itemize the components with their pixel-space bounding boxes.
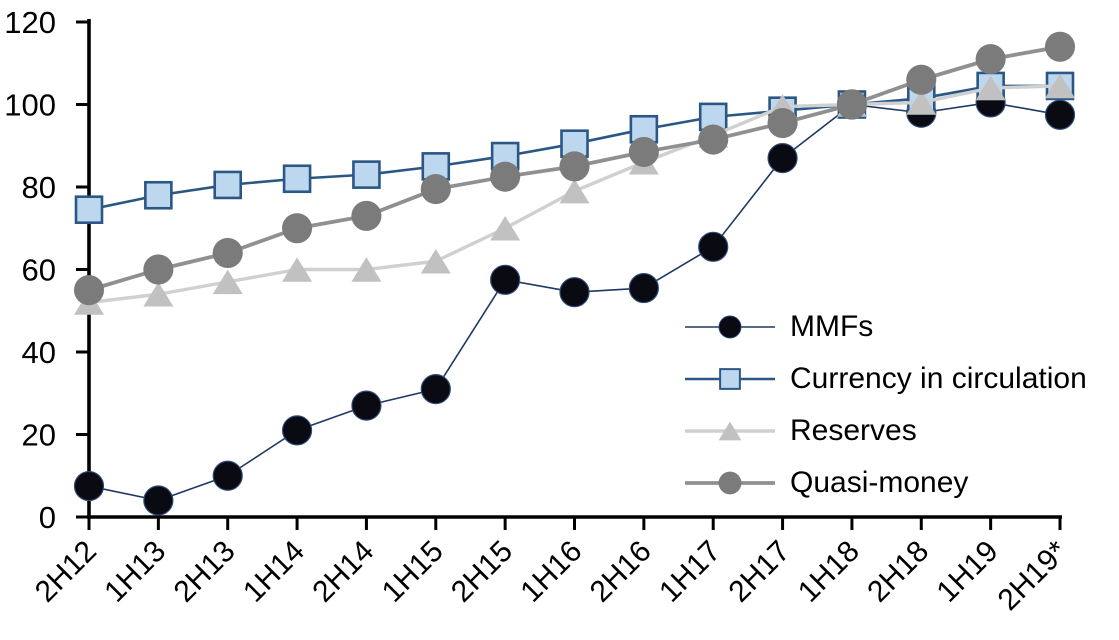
legend-item-reserves: Reserves <box>683 405 1087 457</box>
quasi-money-marker <box>559 151 590 182</box>
mmfs-marker <box>559 277 590 308</box>
reserves-marker <box>718 421 742 441</box>
mmfs-marker <box>281 415 313 446</box>
y-axis-tick-label: 80 <box>22 170 56 205</box>
currency-series-marker-icon <box>685 368 775 390</box>
x-axis-tick-label: 2H17 <box>722 535 796 609</box>
y-axis-tick-label: 20 <box>22 418 56 453</box>
series-quasi-money <box>73 31 1076 306</box>
x-axis-tick-label: 1H19 <box>931 535 1005 609</box>
currency-in-circulation-marker <box>282 164 312 194</box>
reserves-marker <box>212 269 243 295</box>
legend-label-mmfs: MMFs <box>790 310 874 343</box>
chart-legend: MMFs Currency in circulation Reserves Qu… <box>683 301 1087 509</box>
reserves-marker <box>906 90 937 115</box>
currency-in-circulation-marker <box>719 368 741 390</box>
x-axis-tick-label: 2H18 <box>861 535 935 609</box>
mmfs-marker <box>212 460 243 491</box>
legend-item-currency-in-circulation: Currency in circulation <box>683 353 1087 405</box>
x-axis-tick-label: 2H19* <box>992 534 1075 617</box>
currency-in-circulation-marker <box>352 160 381 189</box>
quasi-money-marker <box>143 254 174 285</box>
legend-label-currency-in-circulation: Currency in circulation <box>790 362 1087 395</box>
x-axis-tick-label: 2H13 <box>168 535 242 609</box>
quasi-money-marker <box>351 200 382 231</box>
reserves-marker <box>143 281 174 307</box>
reserves-marker <box>490 215 521 241</box>
legend-label-reserves: Reserves <box>790 414 917 447</box>
quasi-money-marker <box>767 108 798 139</box>
quasi-money-marker <box>906 64 937 95</box>
mmfs-marker <box>420 374 451 405</box>
legend-item-quasi-money: Quasi-money <box>683 457 1087 509</box>
x-axis-tick-label: 2H14 <box>306 535 380 609</box>
quasi-money-marker <box>975 44 1006 75</box>
quasi-money-series-marker-icon <box>685 471 775 495</box>
mmfs-marker <box>718 315 742 339</box>
reserves-marker <box>420 248 451 274</box>
reserves-series-marker-icon <box>685 421 775 441</box>
y-axis-tick-label: 100 <box>4 88 56 123</box>
currency-in-circulation-marker <box>144 180 173 210</box>
mmfs-marker <box>628 272 659 304</box>
legend-label-quasi-money: Quasi-money <box>790 466 969 499</box>
y-axis-tick-label: 0 <box>39 500 56 535</box>
y-axis-tick-label: 40 <box>22 335 56 370</box>
x-axis-tick-label: 1H16 <box>514 535 588 609</box>
x-axis-tick-label: 1H15 <box>376 535 450 609</box>
mmfs-marker <box>1044 99 1076 130</box>
quasi-money-marker <box>698 124 729 155</box>
x-axis-tick-label: 2H15 <box>445 535 519 609</box>
quasi-money-marker <box>836 89 867 120</box>
mmfs-marker <box>490 264 521 295</box>
x-axis-tick-label: 2H12 <box>29 535 103 609</box>
quasi-money-marker <box>73 275 105 306</box>
x-axis-tick-label: 1H17 <box>653 535 727 609</box>
reserves-marker <box>1045 73 1075 99</box>
quasi-money-marker <box>282 213 313 244</box>
legend-item-mmfs: MMFs <box>683 301 1087 353</box>
quasi-money-marker <box>628 136 659 167</box>
currency-in-circulation-marker <box>213 170 243 200</box>
reserves-marker <box>351 257 382 282</box>
x-axis-tick-label: 1H18 <box>792 535 866 609</box>
x-axis-tick-label: 2H16 <box>584 535 658 609</box>
reserves-marker <box>282 257 313 282</box>
y-axis-tick-label: 60 <box>22 253 56 288</box>
mmfs-marker <box>351 390 382 421</box>
quasi-money-marker <box>490 161 521 192</box>
quasi-money-marker <box>718 471 742 495</box>
mmfs-marker <box>698 231 729 262</box>
reserves-marker <box>975 75 1006 101</box>
mmfs-series-marker-icon <box>685 315 775 339</box>
mmfs-marker <box>767 143 798 174</box>
mmfs-marker <box>73 470 105 502</box>
x-axis-tick-label: 1H14 <box>237 535 311 609</box>
currency-in-circulation-marker <box>74 195 104 224</box>
y-axis-tick-label: 120 <box>4 5 56 40</box>
quasi-money-marker <box>420 174 451 205</box>
mmfs-marker <box>143 485 174 516</box>
x-axis-tick-label: 1H13 <box>98 535 172 609</box>
quasi-money-marker <box>1044 31 1076 62</box>
quasi-money-marker <box>212 237 243 269</box>
reserves-marker <box>559 178 590 204</box>
